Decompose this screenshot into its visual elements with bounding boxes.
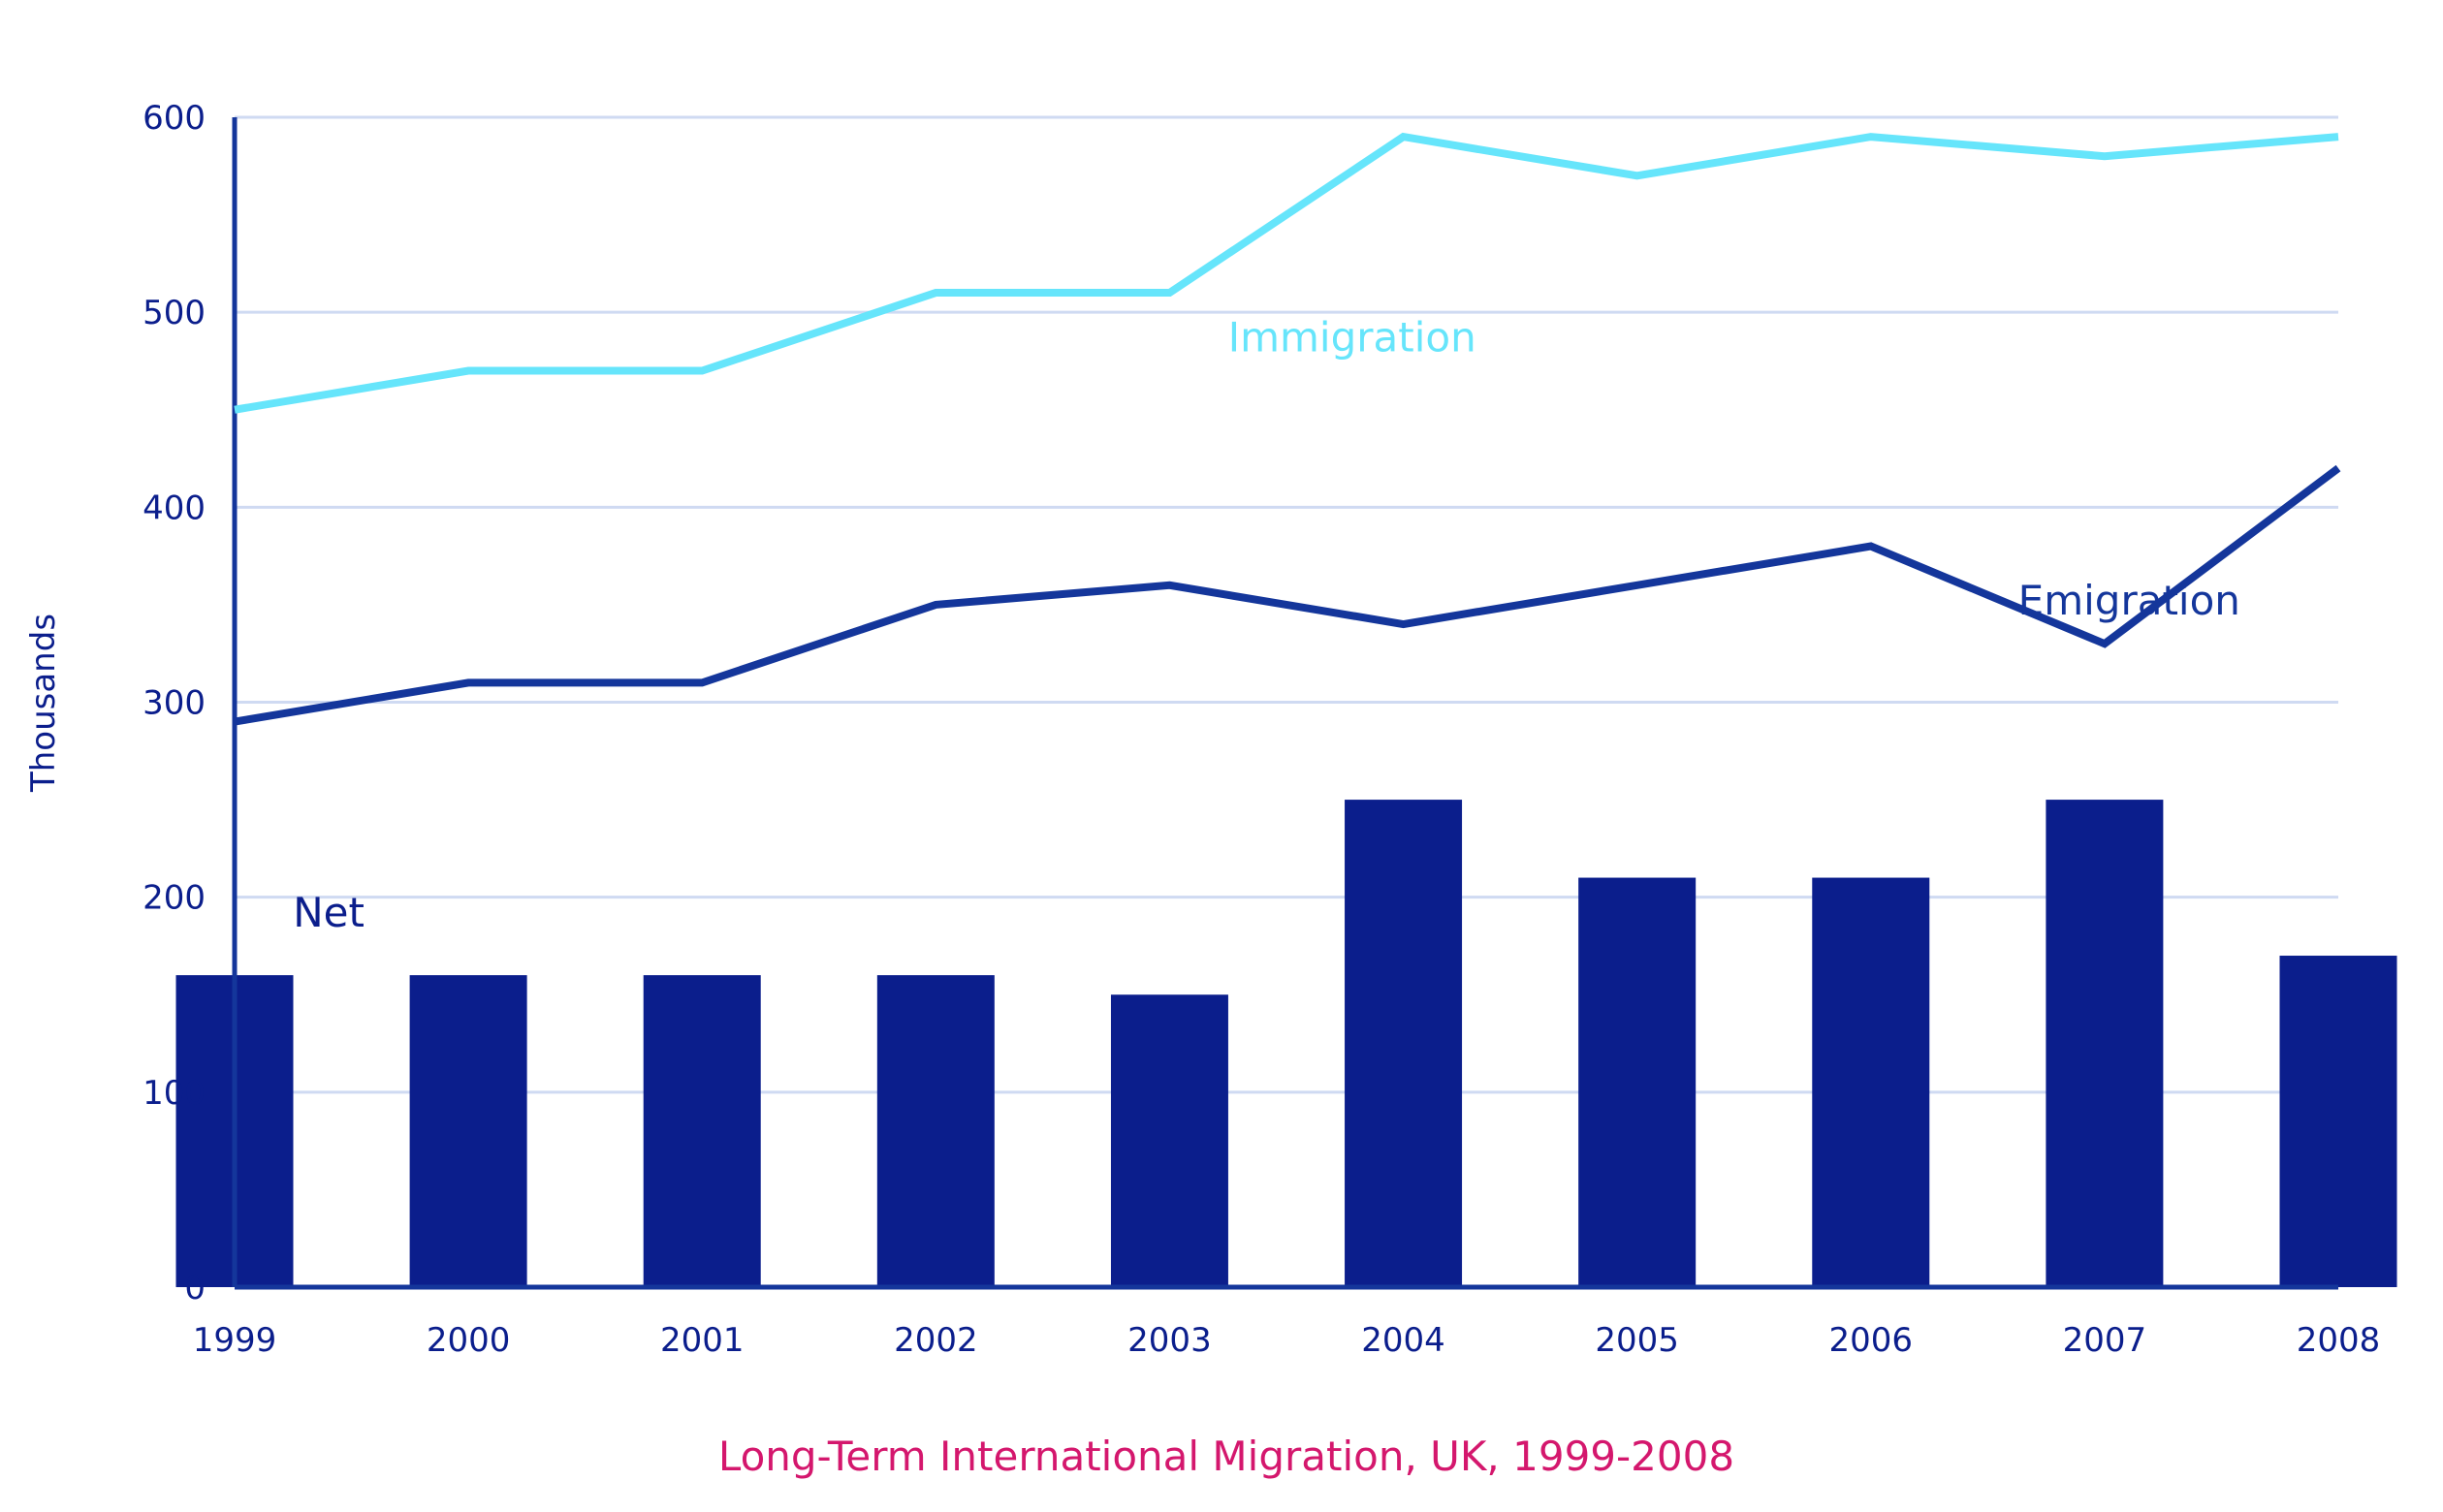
- net-bar: [643, 975, 761, 1287]
- net-bar: [1812, 877, 1930, 1287]
- x-tick-label: 2003: [1127, 1321, 1212, 1360]
- net-bar: [409, 975, 527, 1287]
- x-tick-label: 2001: [660, 1321, 745, 1360]
- gridlines: [235, 115, 2338, 1094]
- y-tick-label: 200: [143, 879, 206, 918]
- x-tick-label: 2004: [1361, 1321, 1445, 1360]
- net-bar: [876, 975, 995, 1287]
- x-tick-label: 2008: [2297, 1321, 2381, 1360]
- x-tick-label: 2005: [1595, 1321, 1679, 1360]
- y-tick-label: 500: [143, 294, 206, 332]
- chart-title: Long-Term International Migration, UK, 1…: [718, 1433, 1734, 1480]
- y-tick-label: 600: [143, 99, 206, 138]
- y-tick-label: 400: [143, 488, 206, 527]
- x-tick-label: 1999: [193, 1321, 277, 1360]
- net-bar: [1345, 800, 1463, 1287]
- immigration-line: [234, 132, 2339, 414]
- y-tick-label: 300: [143, 684, 206, 723]
- net-bar: [1578, 877, 1697, 1287]
- x-tick-label: 2002: [894, 1321, 978, 1360]
- x-tick-label: 2000: [427, 1321, 511, 1360]
- labels: 0 100 200 300 400 500 600 1999 2000 2001 2002 2003 2…: [143, 99, 2380, 1360]
- immigration-series-label: Immigration: [1228, 313, 1476, 361]
- net-series-label: Net: [293, 889, 365, 936]
- x-tick-label: 2007: [2063, 1321, 2147, 1360]
- net-bar: [1110, 994, 1228, 1287]
- axes: [232, 117, 2338, 1290]
- emigration-series-label: Emigration: [2018, 577, 2240, 624]
- y-tick-label: 0: [184, 1269, 206, 1307]
- net-bars: [175, 800, 2397, 1287]
- series-lines: [234, 132, 2341, 726]
- x-tick-label: 2006: [1829, 1321, 1914, 1360]
- net-bar: [2279, 956, 2397, 1287]
- y-axis-title: Thousands: [24, 614, 63, 793]
- y-tick-label: 100: [143, 1074, 206, 1113]
- emigration-line: [234, 464, 2341, 726]
- net-bar: [2046, 800, 2164, 1287]
